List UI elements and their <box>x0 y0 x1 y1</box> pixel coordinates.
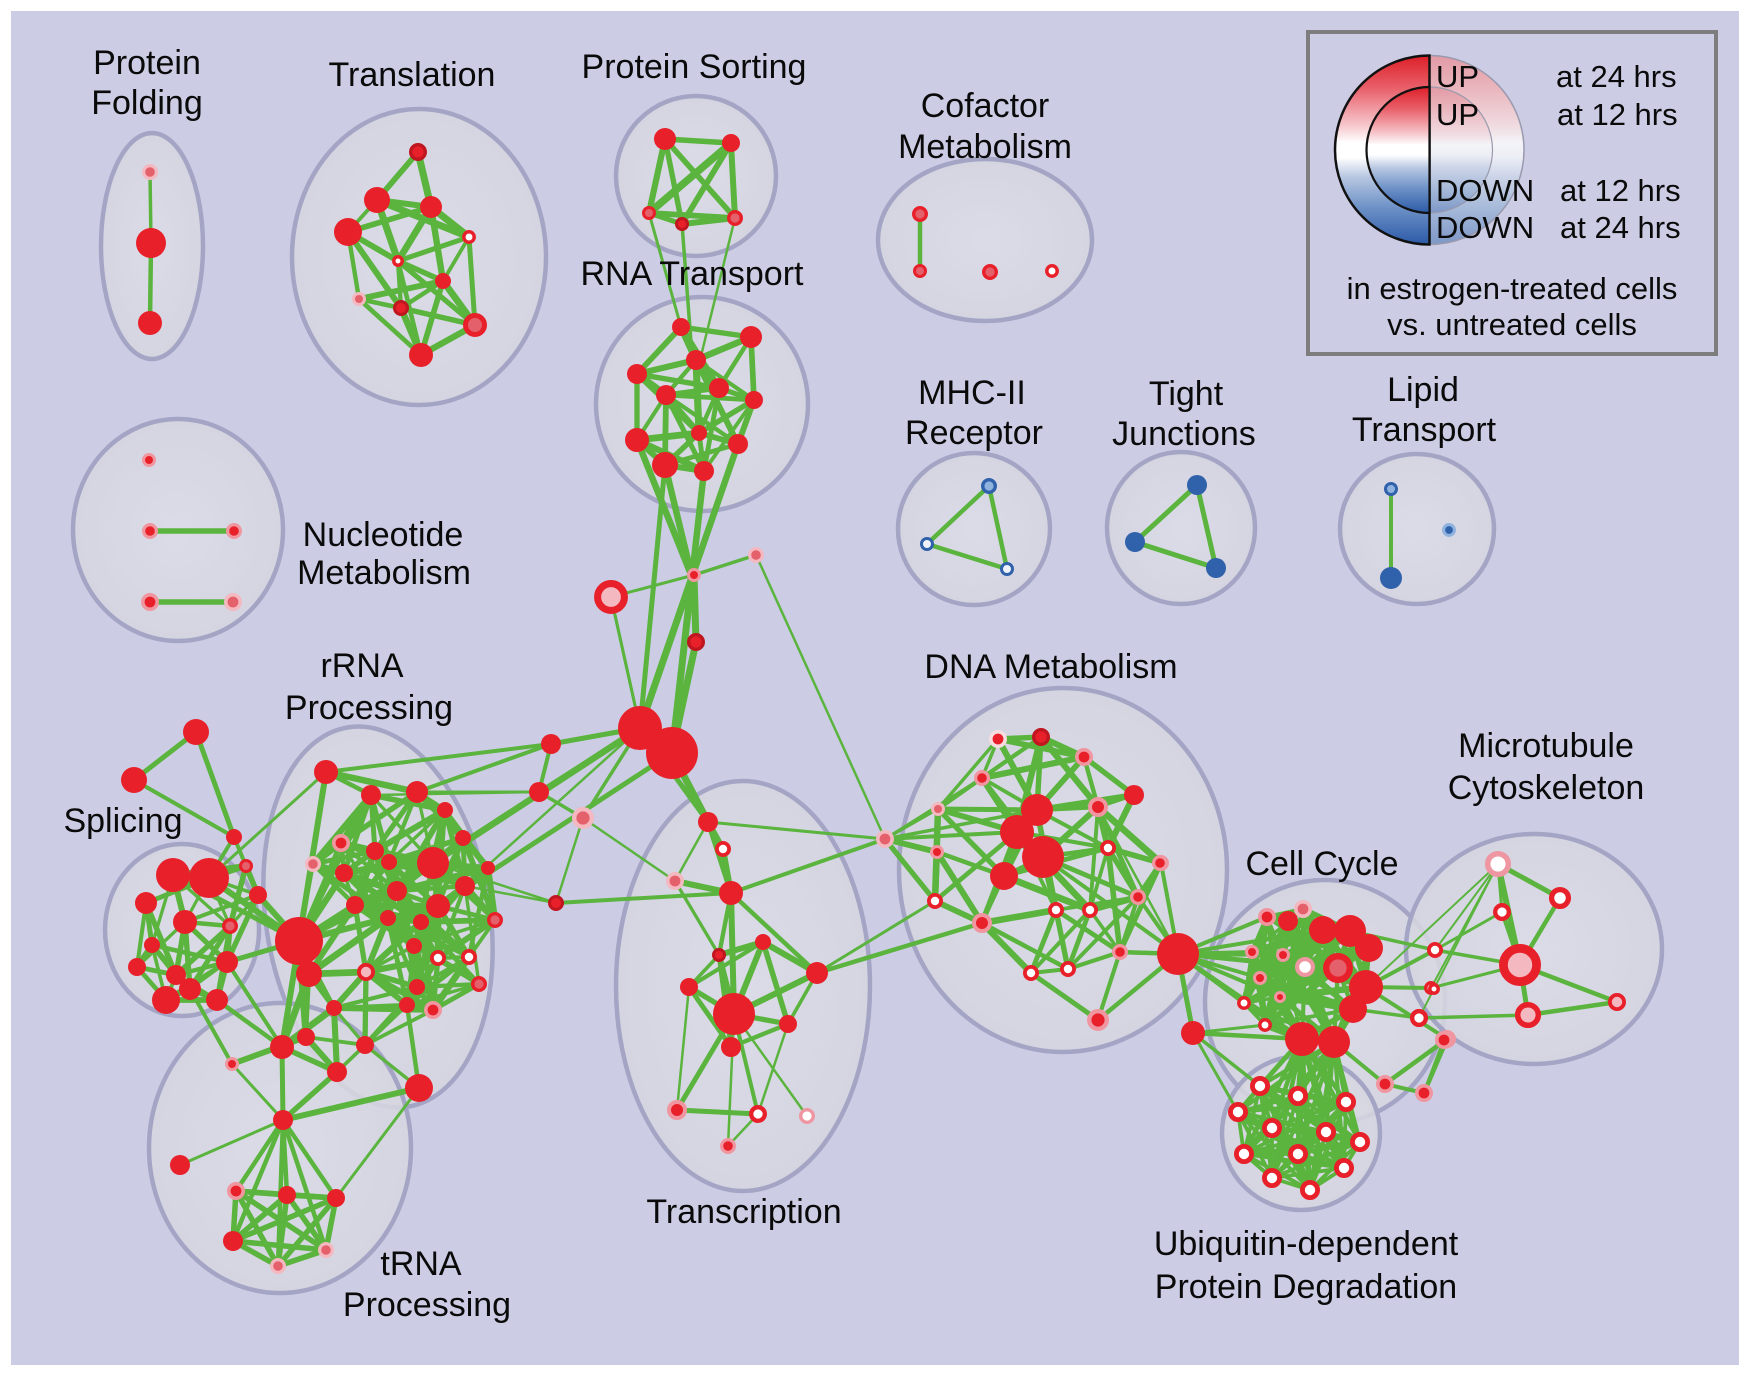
svg-text:DNA Metabolism: DNA Metabolism <box>924 648 1177 686</box>
svg-text:Tight: Tight <box>1149 375 1224 413</box>
svg-text:at 12 hrs: at 12 hrs <box>1560 173 1681 208</box>
svg-text:Ubiquitin-dependent: Ubiquitin-dependent <box>1154 1225 1459 1263</box>
svg-text:RNA Transport: RNA Transport <box>581 255 805 293</box>
svg-text:Splicing: Splicing <box>63 802 182 840</box>
svg-text:Transcription: Transcription <box>646 1193 841 1231</box>
svg-text:Translation: Translation <box>329 56 496 94</box>
svg-text:Lipid: Lipid <box>1387 371 1459 409</box>
svg-text:Receptor: Receptor <box>905 414 1043 452</box>
svg-text:UP: UP <box>1436 97 1479 132</box>
svg-text:Junctions: Junctions <box>1112 415 1256 453</box>
svg-text:DOWN: DOWN <box>1436 173 1534 208</box>
svg-text:at 24 hrs: at 24 hrs <box>1560 210 1681 245</box>
svg-text:Transport: Transport <box>1352 411 1497 449</box>
svg-text:Metabolism: Metabolism <box>297 554 471 592</box>
svg-text:Protein: Protein <box>93 44 201 82</box>
svg-text:UP: UP <box>1436 59 1479 94</box>
svg-text:Protein Sorting: Protein Sorting <box>582 48 807 86</box>
svg-text:MHC-II: MHC-II <box>918 374 1026 412</box>
svg-text:Metabolism: Metabolism <box>898 128 1072 166</box>
svg-text:Folding: Folding <box>91 84 203 122</box>
svg-text:tRNA: tRNA <box>380 1245 462 1283</box>
svg-text:at 24 hrs: at 24 hrs <box>1556 59 1677 94</box>
svg-text:Cofactor: Cofactor <box>921 87 1050 125</box>
svg-text:Processing: Processing <box>285 689 453 727</box>
svg-text:rRNA: rRNA <box>320 647 403 685</box>
svg-text:at 12 hrs: at 12 hrs <box>1557 97 1678 132</box>
svg-text:Cytoskeleton: Cytoskeleton <box>1448 769 1645 807</box>
svg-text:in estrogen-treated cells: in estrogen-treated cells <box>1347 271 1678 306</box>
svg-text:Protein Degradation: Protein Degradation <box>1155 1268 1457 1306</box>
svg-text:Microtubule: Microtubule <box>1458 727 1634 765</box>
svg-text:Nucleotide: Nucleotide <box>303 516 464 554</box>
svg-text:Cell Cycle: Cell Cycle <box>1245 845 1398 883</box>
svg-text:vs. untreated cells: vs. untreated cells <box>1387 307 1637 342</box>
svg-text:Processing: Processing <box>343 1286 511 1324</box>
svg-text:DOWN: DOWN <box>1436 210 1534 245</box>
